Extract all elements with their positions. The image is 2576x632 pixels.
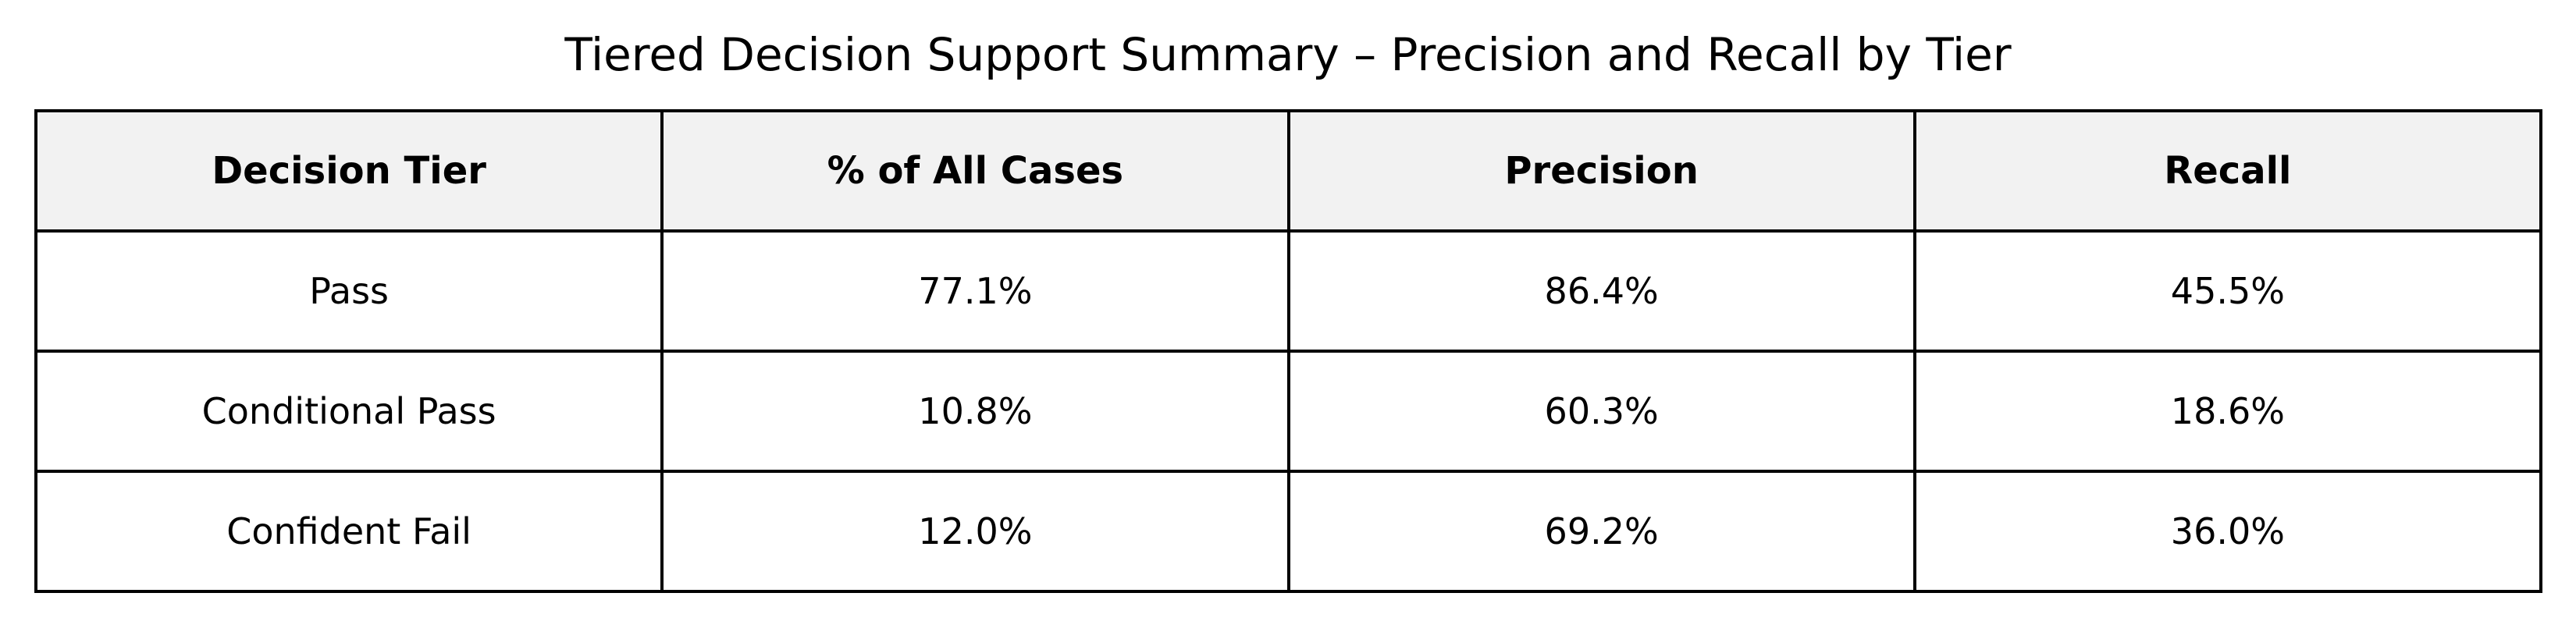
- table-body: Pass 77.1% 86.4% 45.5% Conditional Pass …: [34, 229, 2543, 593]
- cell-recall: 45.5%: [1912, 229, 2543, 353]
- chart-title: Tiered Decision Support Summary – Precis…: [564, 28, 2012, 81]
- cell-precision: 69.2%: [1286, 470, 1916, 593]
- cell-tier: Confident Fail: [34, 470, 664, 593]
- column-header-decision-tier: Decision Tier: [34, 109, 664, 233]
- cell-recall: 36.0%: [1912, 470, 2543, 593]
- table-header: Decision Tier % of All Cases Precision R…: [34, 109, 2543, 233]
- column-header-recall: Recall: [1912, 109, 2543, 233]
- column-header-percent-of-cases: % of All Cases: [660, 109, 1290, 233]
- cell-tier: Pass: [34, 229, 664, 353]
- cell-precision: 86.4%: [1286, 229, 1916, 353]
- cell-percent-of-cases: 12.0%: [660, 470, 1290, 593]
- cell-recall: 18.6%: [1912, 350, 2543, 473]
- table-row: Pass 77.1% 86.4% 45.5%: [34, 229, 2543, 353]
- header-row: Decision Tier % of All Cases Precision R…: [34, 109, 2543, 233]
- cell-precision: 60.3%: [1286, 350, 1916, 473]
- cell-tier: Conditional Pass: [34, 350, 664, 473]
- cell-percent-of-cases: 77.1%: [660, 229, 1290, 353]
- table-row: Conditional Pass 10.8% 60.3% 18.6%: [34, 350, 2543, 473]
- table-row: Confident Fail 12.0% 69.2% 36.0%: [34, 470, 2543, 593]
- cell-percent-of-cases: 10.8%: [660, 350, 1290, 473]
- summary-table: Decision Tier % of All Cases Precision R…: [34, 109, 2543, 593]
- column-header-precision: Precision: [1286, 109, 1916, 233]
